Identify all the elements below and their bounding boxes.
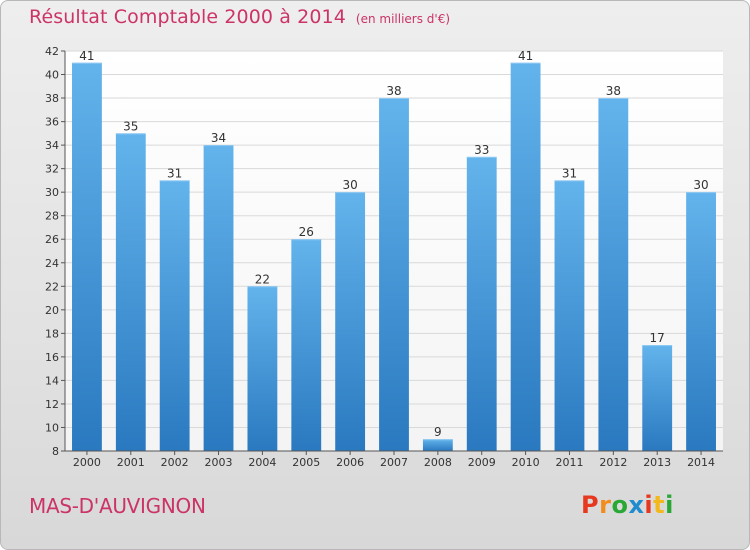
- bar: [203, 145, 234, 451]
- bar: [598, 98, 629, 451]
- bar: [115, 133, 146, 451]
- data-label: 41: [79, 49, 94, 63]
- x-tick-label: 2002: [161, 456, 189, 469]
- data-label: 33: [474, 143, 489, 157]
- x-tick-label: 2011: [555, 456, 583, 469]
- x-tick-label: 2013: [643, 456, 671, 469]
- y-tick-label: 10: [45, 421, 59, 434]
- data-label: 31: [562, 166, 577, 180]
- bar: [335, 192, 366, 452]
- y-tick-label: 36: [45, 116, 59, 129]
- chart-subtitle: (en milliers d'€): [355, 12, 451, 26]
- commune-name: MAS-D'AUVIGNON: [29, 494, 206, 518]
- bars: [72, 62, 716, 452]
- data-label: 38: [606, 84, 621, 98]
- y-tick-label: 38: [45, 92, 59, 105]
- y-tick-label: 8: [52, 445, 59, 458]
- x-tick-label: 2005: [292, 456, 320, 469]
- y-tick-label: 18: [45, 327, 59, 340]
- data-label: 17: [650, 331, 665, 345]
- data-label: 9: [434, 425, 442, 439]
- logo-letter: t: [653, 491, 666, 519]
- x-tick-label: 2001: [117, 456, 145, 469]
- y-axis: 8 10 12 14 16 18 20 22 24 26 28 30 32 34 36 38 40 42: [45, 45, 66, 458]
- bar: [510, 62, 541, 451]
- bar: [686, 192, 716, 452]
- x-tick-label: 2008: [424, 456, 452, 469]
- x-tick-label: 2009: [468, 456, 496, 469]
- bar: [466, 156, 497, 451]
- data-label: 35: [123, 119, 138, 133]
- x-tick-label: 2000: [73, 456, 101, 469]
- bar: [422, 439, 453, 451]
- x-tick-label: 2003: [205, 456, 233, 469]
- bar: [291, 239, 322, 451]
- bar: [554, 180, 585, 452]
- data-label: 30: [693, 178, 708, 192]
- x-tick-label: 2006: [336, 456, 364, 469]
- y-tick-label: 30: [45, 186, 59, 199]
- logo-letter: i: [644, 491, 654, 519]
- bar: [379, 98, 409, 451]
- y-tick-label: 14: [45, 374, 59, 387]
- chart-title-block: Résultat Comptable 2000 à 2014 (en millie…: [29, 6, 450, 28]
- y-tick-label: 34: [45, 139, 59, 152]
- logo-letter: o: [611, 491, 629, 519]
- proxiti-logo[interactable]: Proxiti: [581, 491, 674, 519]
- x-tick-label: 2010: [512, 456, 540, 469]
- y-tick-label: 40: [45, 69, 59, 82]
- bar: [642, 345, 673, 451]
- bar: [159, 180, 190, 452]
- y-tick-label: 42: [45, 45, 59, 58]
- y-tick-label: 28: [45, 210, 59, 223]
- data-label: 34: [211, 131, 226, 145]
- logo-letter: r: [599, 491, 612, 519]
- chart-title: Résultat Comptable 2000 à 2014: [29, 6, 346, 28]
- x-tick-label: 2004: [248, 456, 276, 469]
- logo-letter: x: [628, 491, 645, 519]
- bar: [247, 286, 278, 451]
- data-label: 41: [518, 49, 533, 63]
- y-tick-label: 16: [45, 351, 59, 364]
- y-tick-label: 22: [45, 280, 59, 293]
- data-label: 22: [255, 272, 270, 286]
- data-label: 31: [167, 166, 182, 180]
- y-tick-label: 32: [45, 163, 59, 176]
- x-tick-label: 2014: [687, 456, 715, 469]
- data-labels: 41 35 31 34 22 26 30 38 9 33 41 31 38 17 30: [79, 49, 708, 439]
- x-tick-label: 2012: [599, 456, 627, 469]
- x-tick-label: 2007: [380, 456, 408, 469]
- y-tick-label: 26: [45, 233, 59, 246]
- y-tick-label: 12: [45, 398, 59, 411]
- data-label: 38: [386, 84, 401, 98]
- y-tick-label: 24: [45, 257, 59, 270]
- x-axis: 2000 2001 2002 2003 2004 2005 2006 2007 2008 2009…: [65, 450, 723, 469]
- y-tick-label: 20: [45, 304, 59, 317]
- data-label: 26: [299, 225, 314, 239]
- bar: [72, 62, 102, 451]
- logo-letter: i: [665, 491, 674, 519]
- logo-letter: P: [581, 491, 600, 519]
- data-label: 30: [342, 178, 357, 192]
